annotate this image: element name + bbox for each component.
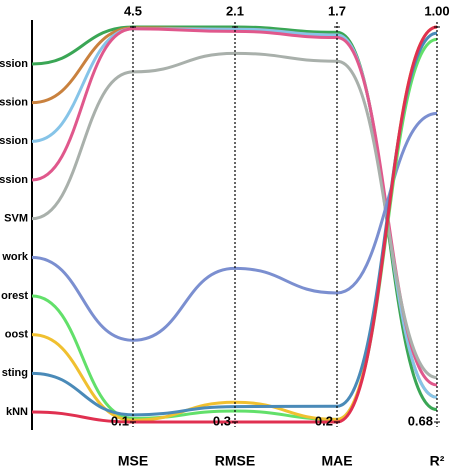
series-lead [31, 255, 134, 342]
series-lead [31, 410, 134, 424]
series-lead [31, 26, 134, 105]
series-lead [31, 27, 134, 182]
series-line [132, 51, 438, 380]
series-label: work [1, 251, 29, 263]
tick-label: 0.68 [408, 413, 433, 428]
tick-label: 0.1 [111, 413, 129, 428]
tick-label: 1.7 [328, 3, 346, 18]
axis-label: MAE [321, 453, 352, 469]
series-line [132, 25, 438, 424]
series-label: kNN [6, 406, 28, 418]
series-lead [31, 371, 134, 417]
tick-label: 0.2 [315, 413, 333, 428]
series-label: ssion [0, 174, 28, 186]
tick-label: 4.5 [124, 3, 142, 18]
series-line [132, 111, 438, 342]
series-line [132, 25, 438, 412]
series-label: ssion [0, 135, 28, 147]
series-label: ssion [0, 58, 28, 70]
tick-label: 0.3 [213, 413, 231, 428]
axis-label: MSE [118, 453, 148, 469]
series-label: oost [5, 329, 29, 341]
series-lead [31, 70, 134, 221]
series-label: orest [1, 290, 28, 302]
series-line [132, 27, 438, 399]
series-lead [31, 25, 134, 66]
tick-label: 2.1 [226, 3, 244, 18]
series-line [132, 31, 438, 417]
series-lead [31, 294, 134, 420]
axis-label: R² [430, 453, 445, 469]
tick-label: 1.00 [424, 3, 449, 18]
axis-label: RMSE [215, 453, 255, 469]
series-label: ssion [0, 97, 28, 109]
series-label: sting [2, 367, 28, 379]
series-line [132, 25, 438, 422]
series-label: SVM [4, 213, 28, 225]
series-line [132, 26, 438, 399]
series-lead [31, 333, 134, 422]
series-line [132, 37, 438, 421]
